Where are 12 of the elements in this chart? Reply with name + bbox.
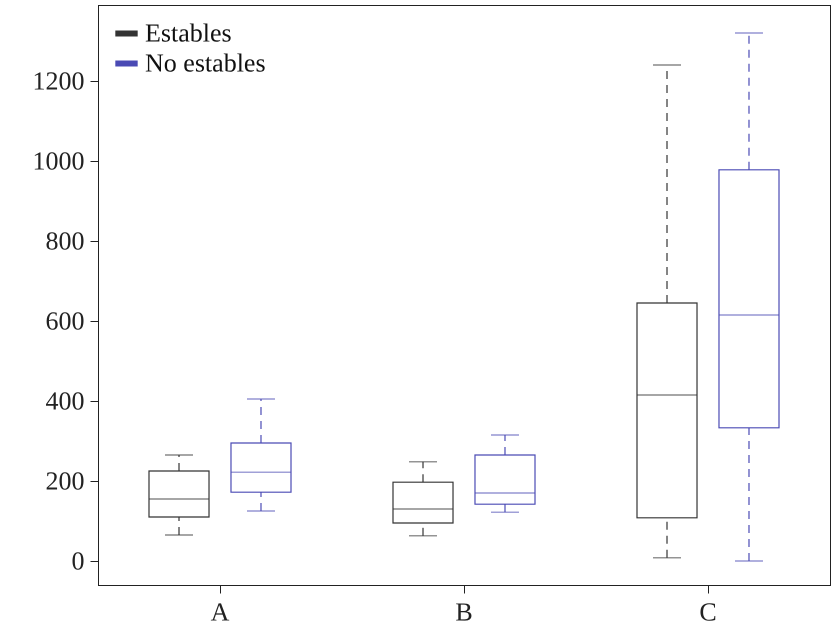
x-tick-label: C — [699, 598, 717, 626]
y-tick-label: 1200 — [32, 66, 84, 96]
legend-label: No estables — [145, 48, 266, 78]
x-tick-label: A — [210, 598, 230, 626]
y-tick-label: 200 — [46, 466, 84, 496]
y-tick-label: 1000 — [32, 146, 84, 176]
y-tick-label: 600 — [46, 306, 84, 336]
y-tick-label: 800 — [46, 226, 84, 256]
legend-label: Estables — [145, 18, 232, 48]
x-tick-label: B — [455, 598, 473, 626]
y-tick-label: 0 — [72, 546, 84, 576]
y-tick-label: 400 — [46, 386, 84, 416]
